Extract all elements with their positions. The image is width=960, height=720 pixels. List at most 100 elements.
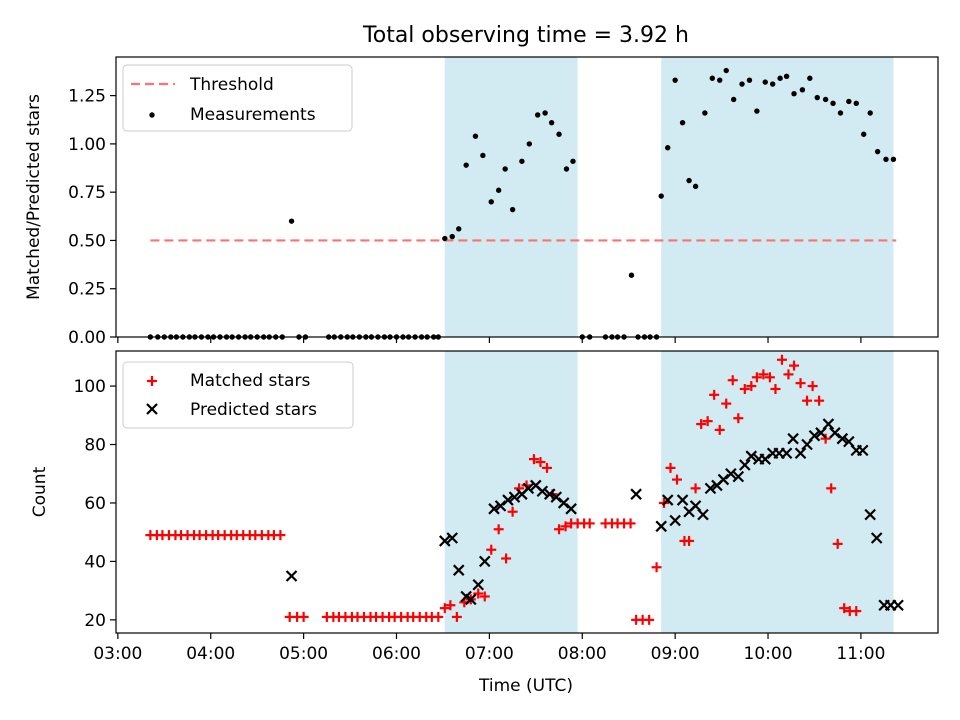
measurement-point [542, 110, 548, 116]
legend-threshold-label: Threshold [189, 75, 274, 95]
observing-interval-1 [444, 57, 578, 337]
matched-star-point [690, 483, 701, 494]
matched-star-point [709, 389, 720, 400]
legend-measurements-marker [149, 112, 155, 118]
predicted-star-point [565, 503, 577, 515]
measurement-point [739, 81, 745, 87]
predicted-star-point [739, 459, 751, 471]
legend-matched-marker [147, 376, 157, 386]
legend-predicted-marker [146, 403, 158, 415]
predicted-star-point [822, 418, 835, 430]
measurement-point [686, 177, 692, 184]
predicted-star-point [704, 482, 717, 495]
predicted-star-point [732, 470, 745, 483]
predicted-star-point [794, 447, 807, 460]
measurement-point [883, 156, 889, 163]
observing-interval-1 [444, 351, 578, 633]
matched-star-point [672, 474, 683, 485]
measurement-point [449, 233, 455, 240]
measurement-point [846, 98, 852, 105]
matched-star-point [554, 524, 565, 535]
y-tick-label: 80 [84, 436, 106, 456]
measurement-point [702, 110, 708, 116]
matched-star-point [528, 454, 539, 465]
matched-star-point [439, 603, 450, 614]
matched-star-point [733, 413, 744, 424]
matched-star-point [751, 372, 762, 383]
count-panel: 20 40 60 80 100 03:00 04:00 05:00 06:00 07:00 08:… [30, 350, 939, 696]
x-tick-label: 09:00 [651, 644, 700, 664]
matched-star-point [665, 462, 676, 473]
measurement-point [769, 81, 776, 87]
x-tick-label: 06:00 [372, 644, 421, 664]
matched-star-point [714, 424, 725, 435]
legend-predicted-label: Predicted stars [190, 400, 317, 420]
ratio-legend: Threshold Measurements [122, 64, 353, 132]
measurement-point [534, 112, 541, 118]
measurement-point [519, 158, 525, 164]
matched-star-point [696, 419, 707, 430]
predicted-star-point [472, 579, 485, 591]
measurement-point [548, 119, 555, 126]
matched-star-point [501, 553, 512, 564]
x-tick-label: 11:00 [836, 644, 885, 664]
predicted-star-point [829, 427, 841, 439]
measurement-point [890, 156, 897, 163]
observing-interval-2 [661, 351, 894, 633]
matched-star-point [486, 544, 497, 555]
y-tick-label: 100 [74, 377, 106, 397]
count-legend: Matched stars Predicted stars [122, 361, 354, 429]
matched-star-point [783, 369, 794, 380]
measurement-point [723, 67, 729, 74]
matched-star-point [721, 398, 732, 409]
predicted-star-point [630, 488, 642, 500]
predicted-star-point [488, 503, 500, 515]
measurement-point [526, 141, 533, 147]
matched-star-point [493, 524, 504, 535]
x-axis-label: Time (UTC) [478, 676, 573, 696]
measurement-point [746, 77, 753, 83]
measurement-point [799, 87, 806, 93]
predicted-star-point [808, 429, 821, 442]
predicted-star-point [780, 447, 793, 460]
predicted-star-point [725, 467, 737, 480]
measurement-point [762, 79, 768, 85]
measurement-point [822, 96, 829, 103]
predicted-star-point [870, 532, 883, 544]
predicted-star-point [285, 570, 298, 582]
predicted-star-point [669, 514, 681, 527]
observing-interval-2 [661, 57, 894, 337]
y-tick-label: 1.00 [68, 135, 106, 155]
predicted-star-point [892, 599, 904, 612]
matched-star-point [684, 535, 695, 546]
measurement-point [672, 77, 678, 83]
matched-star-point [758, 369, 769, 380]
y-tick-label: 20 [84, 611, 106, 631]
matched-star-point [746, 381, 757, 392]
matched-star-point [541, 462, 552, 473]
matched-star-point [644, 614, 655, 625]
measurement-point [867, 110, 873, 116]
matched-star-point [445, 600, 456, 611]
matched-star-point [832, 538, 843, 549]
predicted-star-point [557, 497, 570, 509]
count-y-axis-label: Count [30, 466, 50, 517]
measurement-point [570, 158, 576, 164]
predicted-star-point [439, 535, 451, 547]
measurement-point [777, 75, 783, 81]
predicted-star-point [550, 491, 563, 503]
measurement-point [563, 166, 570, 172]
x-tick-label: 08:00 [558, 644, 607, 664]
legend-measurements-label: Measurements [190, 105, 316, 125]
matched-star-point [739, 383, 750, 394]
measurement-point [830, 100, 836, 107]
matched-star-point [807, 381, 818, 392]
observing-intervals-bottom [444, 351, 894, 633]
matched-star-point [507, 506, 518, 517]
count-marks [145, 354, 904, 625]
matched-star-point [789, 360, 800, 371]
measurement-point [463, 162, 469, 168]
matched-star-point [560, 521, 571, 532]
measurement-point [679, 119, 686, 126]
